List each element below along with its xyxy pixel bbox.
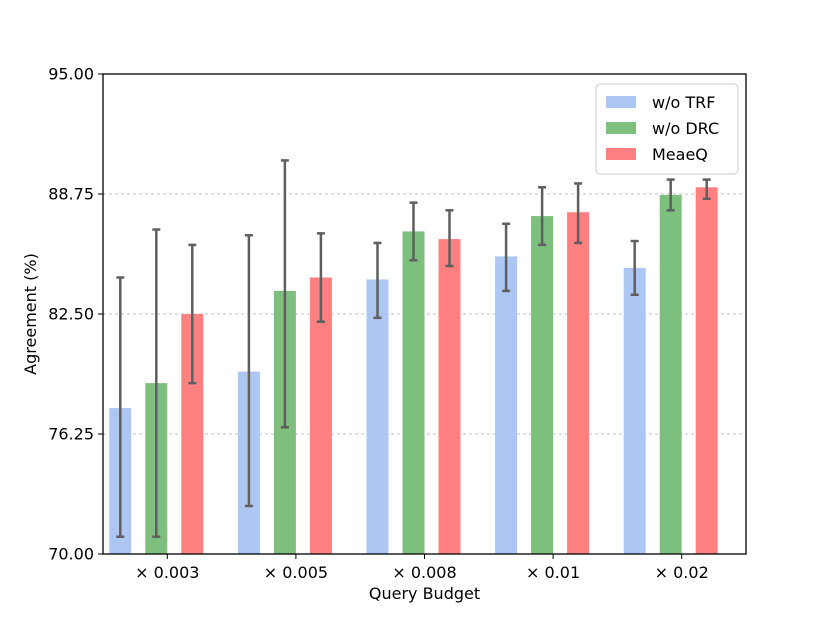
x-axis: × 0.003 × 0.005 × 0.008 × 0.01 × 0.02 [135, 554, 709, 582]
legend-label: w/o TRF [652, 93, 715, 112]
legend: w/o TRF w/o DRC MeaeQ [595, 83, 739, 175]
x-tick-label: × 0.005 [264, 563, 328, 582]
x-tick-label: × 0.008 [392, 563, 456, 582]
bar [623, 267, 646, 554]
legend-label: w/o DRC [652, 119, 719, 138]
bar [438, 239, 461, 554]
y-axis-label: Agreement (%) [21, 253, 40, 375]
x-tick-label: × 0.01 [526, 563, 580, 582]
y-axis: 70.00 76.25 82.50 88.75 95.00 [48, 65, 103, 564]
y-tick-label: 76.25 [48, 425, 94, 444]
bars [109, 187, 718, 555]
legend-swatch [606, 148, 636, 160]
bar [402, 231, 425, 554]
bar [659, 194, 682, 554]
y-tick-label: 82.50 [48, 305, 94, 324]
y-tick-label: 95.00 [48, 65, 94, 84]
y-tick-label: 70.00 [48, 545, 94, 564]
bar [531, 216, 554, 554]
bar [309, 277, 332, 554]
bar [495, 256, 518, 554]
error-bars [116, 159, 711, 538]
x-tick-label: × 0.02 [655, 563, 709, 582]
y-tick-label: 88.75 [48, 185, 94, 204]
legend-swatch [606, 122, 636, 134]
legend-swatch [606, 96, 636, 108]
bar [567, 212, 590, 555]
bar [366, 279, 389, 554]
bar [181, 314, 204, 554]
legend-label: MeaeQ [652, 145, 708, 164]
x-tick-label: × 0.003 [135, 563, 199, 582]
x-axis-label: Query Budget [369, 584, 480, 603]
bar [695, 187, 718, 554]
